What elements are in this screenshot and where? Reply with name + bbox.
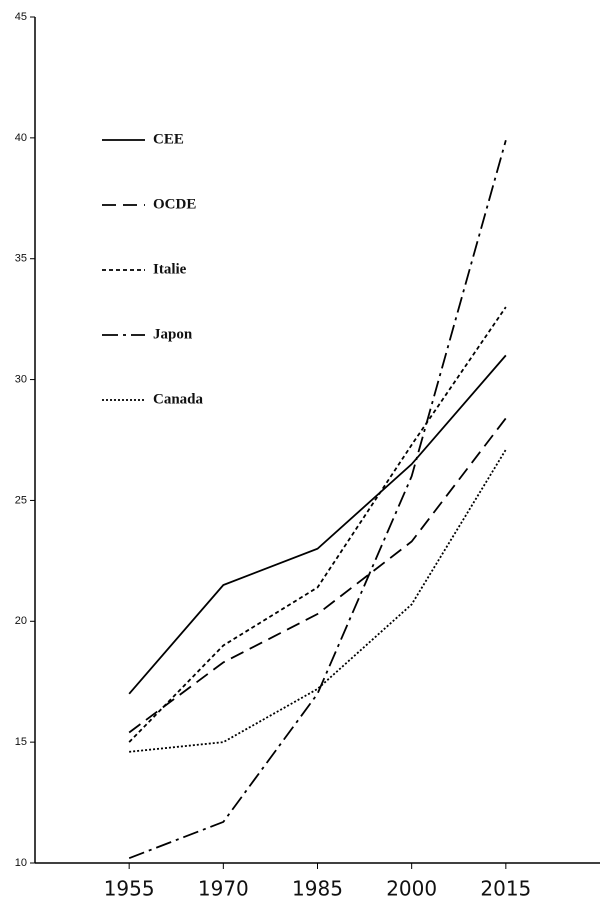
series-line (128, 354, 507, 695)
y-tick-label: 25 (15, 494, 27, 506)
x-tick-label: 1955 (104, 877, 155, 901)
y-tick-label: 35 (15, 253, 27, 265)
legend-label: Canada (153, 391, 204, 407)
y-tick-label: 30 (15, 373, 27, 385)
y-tick-label: 10 (15, 857, 27, 869)
y-tick-label: 40 (15, 132, 27, 144)
legend-label: Japon (153, 326, 193, 342)
x-tick-label: 1985 (292, 877, 343, 901)
series-line (128, 140, 507, 860)
y-tick-label: 20 (15, 615, 27, 627)
legend-label: CEE (153, 131, 184, 147)
series-line (129, 449, 507, 753)
legend-label: Italie (153, 261, 187, 277)
series-line (128, 417, 507, 734)
series-line (128, 306, 507, 743)
y-tick-label: 15 (15, 736, 27, 748)
x-tick-label: 2000 (386, 877, 437, 901)
x-tick-label: 1970 (198, 877, 249, 901)
y-tick-label: 45 (15, 11, 27, 23)
legend-label: OCDE (153, 196, 196, 212)
x-tick-label: 2015 (480, 877, 531, 901)
